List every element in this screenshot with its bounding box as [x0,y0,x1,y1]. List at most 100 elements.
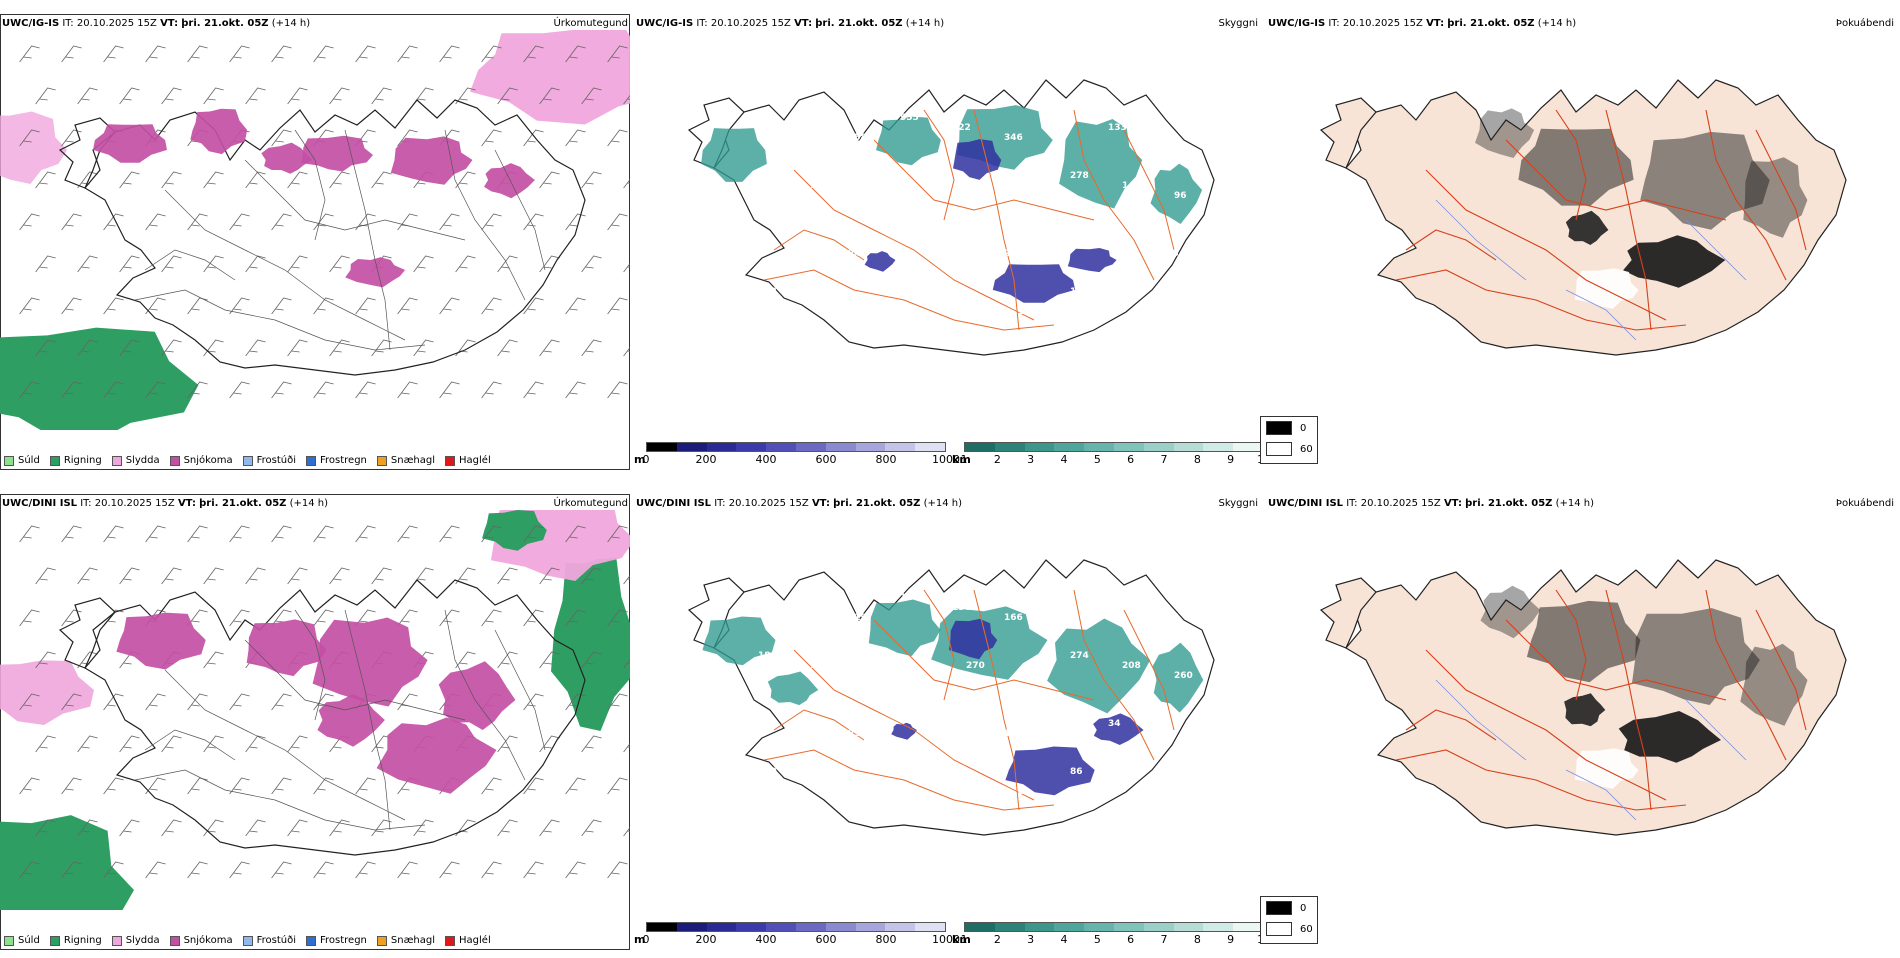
vt-label: VT: [1443,498,1462,509]
colorbar-tick: 5 [1093,453,1101,466]
visibility-value: 166 [758,171,777,181]
legend-swatch [376,935,387,946]
visibility-value: 102 [758,287,777,297]
colorbar-tick: 400 [755,933,777,946]
visibility-value: 140 [796,719,815,729]
legend-item: Slydda [111,935,160,946]
vt-label: VT: [160,18,179,29]
init-time: 20.10.2025 15Z [710,18,791,29]
legend-label: Snæhagl [390,935,436,946]
panel-header: UWC/IG-IS IT: 20.10.2025 15Z VT: þri. 21… [636,18,944,29]
panel-header: UWC/DINI ISL IT: 20.10.2025 15Z VT: þri.… [636,498,962,509]
legend-label: 0 [1300,902,1307,914]
precip-type-legend: Súld Rigning Slydda Snjókoma Frostúði Frostre… [4,455,491,466]
visibility-value: 184 [758,651,777,661]
lead-time: (+14 h) [1537,18,1577,29]
colorbar-unit: m [634,453,646,466]
lead-time: (+14 h) [923,498,963,509]
fog-legend-item: 60 [1266,442,1313,456]
it-label: IT: [714,498,726,509]
forecast-row: UWC/DINI ISL IT: 20.10.2025 15Z VT: þri.… [0,488,1900,958]
colorbar-m: 0 200 400 600 800 1000 m [634,442,960,466]
colorbar-tick: 5 [1093,933,1101,946]
visibility-value: 84 [810,297,823,307]
visibility-value: 303 [744,593,763,603]
init-time: 20.10.2025 15Z [1360,498,1441,509]
visibility-value: 248 [1004,249,1023,259]
precip-type-map [0,30,630,430]
iceland-coastline [84,579,586,856]
visibility-value: 81 [1018,787,1031,797]
valid-time: þri. 21.okt. 05Z [833,498,921,509]
visibility-value: 163 [1056,229,1075,239]
visibility-value: 238 [848,729,867,739]
legend-label: Súld [18,935,40,946]
visibility-value: 147 [1122,181,1141,191]
colorbar-m: 0 200 400 600 800 1000 m [634,922,960,946]
panel-header: UWC/IG-IS IT: 20.10.2025 15Z VT: þri. 21… [2,18,310,29]
visibility-value: 184 [1056,709,1075,719]
visibility-value: 346 [1004,133,1023,143]
colorbar-tick: 2 [993,933,1001,946]
model-name: UWC/DINI ISL [636,498,712,509]
vt-label: VT: [811,498,830,509]
visibility-value: 231 [914,171,933,181]
fog-index-map [1319,79,1847,356]
colorbar-tick: 200 [695,933,717,946]
wind-barbs [19,45,630,399]
panel-title: Þokuábendi [1835,18,1894,29]
colorbar-unit: m [634,933,646,946]
valid-time: þri. 21.okt. 05Z [1465,498,1553,509]
visibility-value: 458 [848,133,867,143]
model-name: UWC/DINI ISL [2,498,78,509]
colorbar-tick: 200 [695,453,717,466]
legend-label: Snjókoma [183,935,233,946]
legend-item: Snjókoma [169,935,233,946]
vt-label: VT: [794,18,813,29]
it-label: IT: [1346,498,1358,509]
visibility-value: 161 [900,229,919,239]
visibility-map: 303 227 119 144 136 166 87 206 145 184 125 231 228 27… [687,559,1215,836]
legend-item: Snæhagl [376,455,436,466]
visibility-value: 235 [914,767,933,777]
visibility-value: 227 [796,603,815,613]
legend-item: Súld [4,935,40,946]
panel-title: Skyggni [1218,498,1258,509]
legend-swatch [242,935,253,946]
visibility-value: 119 [848,613,867,623]
legend-label: Snæhagl [390,455,436,466]
init-time: 20.10.2025 15Z [728,498,809,509]
lead-time: (+14 h) [271,18,311,29]
colorbar-unit: km [952,933,971,946]
legend-label: Frostregn [320,935,367,946]
legend-label: 60 [1300,443,1313,455]
init-time: 20.10.2025 15Z [1342,18,1423,29]
legend-swatch [4,935,14,946]
model-name: UWC/DINI ISL [1268,498,1344,509]
precip-type-legend: Súld Rigning Slydda Snjókoma Frostúði Frostre… [4,935,491,946]
legend-item: Snjókoma [169,455,233,466]
model-name: UWC/IG-IS [1268,18,1326,29]
legend-swatch [1266,421,1292,435]
colorbar-tick: 1000 [932,933,960,946]
visibility-value: 125 [810,661,829,671]
visibility-value: 68 [862,307,875,317]
colorbar-tick: 9 [1227,933,1235,946]
visibility-value: 270 [966,661,985,671]
legend-label: Frostregn [320,455,367,466]
fog-legend: 0 60 [1260,416,1318,464]
fog-index-map [1319,559,1847,836]
it-label: IT: [1328,18,1340,29]
visibility-value: 887 [796,123,815,133]
legend-swatch [445,935,456,946]
legend-item: Frostúði [242,935,296,946]
visibility-value: 180 [1004,729,1023,739]
panel-title: Þokuábendi [1835,498,1894,509]
legend-swatch [169,455,180,466]
legend-label: Slydda [125,455,160,466]
legend-swatch [1266,922,1292,936]
panel-title: Skyggni [1218,18,1258,29]
colorbar-tick: 800 [875,453,897,466]
colorbar-tick: 9 [1227,453,1235,466]
visibility-value: 17 [1070,287,1083,297]
